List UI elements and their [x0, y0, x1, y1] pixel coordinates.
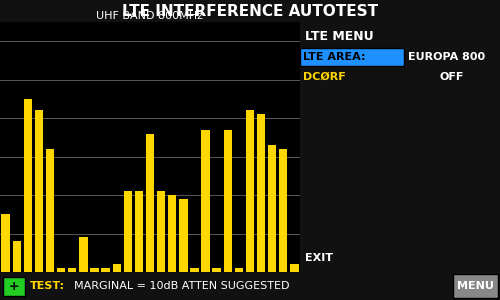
Text: LTE INTERFERENCE AUTOTEST: LTE INTERFERENCE AUTOTEST: [122, 4, 378, 19]
Text: DCØRF: DCØRF: [303, 72, 346, 82]
Bar: [212, 268, 221, 300]
Bar: [279, 149, 287, 300]
Bar: [90, 268, 98, 300]
Bar: [157, 191, 166, 300]
Bar: [68, 268, 76, 300]
Bar: [2, 214, 10, 300]
Text: MENU: MENU: [457, 281, 494, 291]
Bar: [224, 130, 232, 300]
Bar: [202, 130, 209, 300]
Bar: [179, 199, 188, 300]
Bar: [146, 134, 154, 300]
Bar: [190, 268, 198, 300]
Bar: [246, 110, 254, 300]
FancyBboxPatch shape: [300, 48, 404, 66]
Text: LTE MENU: LTE MENU: [305, 29, 374, 43]
Bar: [24, 99, 32, 300]
Bar: [12, 241, 21, 300]
Bar: [102, 268, 110, 300]
Text: OFF: OFF: [440, 72, 464, 82]
Text: EUROPA 800: EUROPA 800: [408, 52, 485, 62]
Title: UHF BAND 800MHz: UHF BAND 800MHz: [96, 11, 204, 21]
Bar: [268, 145, 276, 300]
Bar: [168, 195, 176, 300]
Bar: [134, 191, 143, 300]
Bar: [112, 264, 121, 300]
FancyBboxPatch shape: [453, 274, 498, 298]
FancyBboxPatch shape: [3, 277, 25, 296]
Bar: [57, 268, 66, 300]
Text: TEST:: TEST:: [30, 281, 65, 291]
Text: +: +: [8, 280, 20, 292]
Text: MARGINAL = 10dB ATTEN SUGGESTED: MARGINAL = 10dB ATTEN SUGGESTED: [67, 281, 290, 291]
Bar: [290, 264, 298, 300]
Text: EXIT: EXIT: [305, 253, 333, 263]
Bar: [234, 268, 243, 300]
Bar: [79, 237, 88, 300]
Text: LTE AREA:: LTE AREA:: [303, 52, 366, 62]
Bar: [257, 114, 266, 300]
Bar: [124, 191, 132, 300]
Bar: [46, 149, 54, 300]
Bar: [34, 110, 43, 300]
